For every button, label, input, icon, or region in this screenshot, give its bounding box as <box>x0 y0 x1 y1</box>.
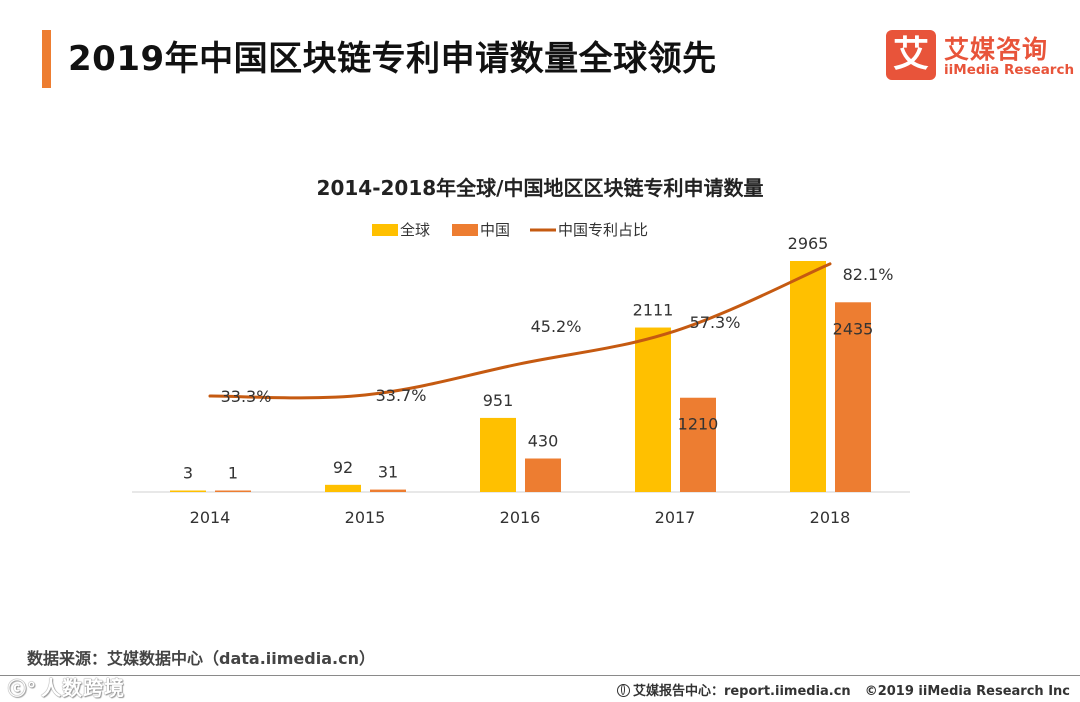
label-ratio-2017: 57.3% <box>690 313 741 332</box>
label-china-2014: 1 <box>228 464 238 483</box>
x-tick-2014: 2014 <box>190 508 231 527</box>
legend-label-1: 全球 <box>400 221 430 239</box>
bar-global-2014 <box>170 490 206 492</box>
footer-copyright: ©2019 iiMedia Research Inc <box>864 684 1070 699</box>
globe-icon <box>616 684 630 697</box>
bar-china-2016 <box>525 458 561 492</box>
footer-divider <box>0 675 1080 676</box>
label-global-2014: 3 <box>183 464 193 483</box>
source-note: 数据来源：艾媒数据中心（data.iimedia.cn） <box>27 649 375 668</box>
page-title: 2019年中国区块链专利申请数量全球领先 <box>68 39 717 79</box>
x-tick-2017: 2017 <box>655 508 696 527</box>
label-ratio-2018: 82.1% <box>843 265 894 284</box>
label-ratio-2014: 33.3% <box>221 387 272 406</box>
label-china-2015: 31 <box>378 463 398 482</box>
label-ratio-2016: 45.2% <box>531 317 582 336</box>
legend-swatch-1 <box>372 224 398 236</box>
label-ratio-2015: 33.7% <box>376 386 427 405</box>
watermark: ⓒ° 人数跨境 <box>8 672 125 701</box>
footer-report-link[interactable]: 艾媒报告中心：report.iimedia.cn <box>632 684 851 699</box>
bar-china-2014 <box>215 490 251 492</box>
bar-global-2018 <box>790 261 826 492</box>
watermark-icon: ⓒ° <box>8 679 37 700</box>
footer-info: 艾媒报告中心：report.iimedia.cn ©2019 iiMedia Re… <box>616 680 1070 699</box>
logo-mark: 艾 <box>886 30 936 80</box>
x-tick-2015: 2015 <box>345 508 386 527</box>
bar-global-2016 <box>480 417 516 492</box>
logo-text-cn: 艾媒咨询 <box>944 35 1049 64</box>
chart-title: 2014-2018年全球/中国地区区块链专利申请数量 <box>317 176 764 200</box>
legend-swatch-2 <box>452 224 478 236</box>
label-global-2016: 951 <box>483 391 514 410</box>
legend-label-2: 中国 <box>480 221 510 239</box>
label-global-2015: 92 <box>333 458 353 477</box>
x-tick-2018: 2018 <box>810 508 851 527</box>
x-tick-2016: 2016 <box>500 508 541 527</box>
bar-china-2018 <box>835 302 871 492</box>
bar-china-2015 <box>370 489 406 492</box>
bar-global-2015 <box>325 484 361 492</box>
logo-text-en: iiMedia Research <box>944 62 1075 78</box>
brand-logo: 艾 艾媒咨询 iiMedia Research <box>886 30 1074 82</box>
label-china-2017: 1210 <box>678 415 719 434</box>
ratio-line <box>208 262 832 400</box>
bar-china-2017 <box>680 397 716 492</box>
legend-label-3: 中国专利占比 <box>558 221 648 239</box>
label-global-2017: 2111 <box>633 301 674 320</box>
bar-global-2017 <box>635 327 671 492</box>
label-china-2018: 2435 <box>833 319 874 338</box>
title-accent-bar <box>42 30 51 88</box>
watermark-text: 人数跨境 <box>41 676 125 700</box>
label-global-2018: 2965 <box>788 234 829 253</box>
label-china-2016: 430 <box>528 431 559 450</box>
